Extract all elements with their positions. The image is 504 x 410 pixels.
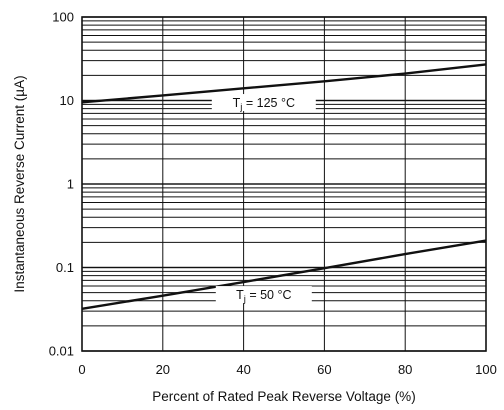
x-tick-label: 80 bbox=[398, 362, 412, 377]
data-series bbox=[81, 63, 487, 311]
series-line-1 bbox=[81, 239, 487, 311]
y-tick-label: 1 bbox=[67, 177, 74, 192]
tick-labels: 0 20 40 60 80 100 0.01 0.1 1 10 100 bbox=[49, 10, 497, 378]
series-label-1: Tj = 50 °C bbox=[236, 288, 291, 305]
series-label-background bbox=[211, 94, 316, 112]
x-tick-label: 40 bbox=[236, 362, 250, 377]
x-tick-label: 60 bbox=[317, 362, 331, 377]
y-axis-title: Instantaneous Reverse Current (µA) bbox=[12, 75, 27, 292]
series-line-0 bbox=[81, 63, 487, 104]
x-axis-title: Percent of Rated Peak Reverse Voltage (%… bbox=[152, 389, 415, 404]
x-tick-label: 100 bbox=[475, 362, 497, 377]
y-tick-label: 10 bbox=[60, 93, 74, 108]
y-tick-label: 0.1 bbox=[56, 260, 74, 275]
x-tick-label: 0 bbox=[78, 362, 85, 377]
series-label-background bbox=[215, 286, 312, 304]
plot-frame bbox=[81, 16, 487, 352]
series-label-0: Tj = 125 °C bbox=[233, 96, 295, 113]
x-tick-label: 20 bbox=[156, 362, 170, 377]
y-tick-label: 0.01 bbox=[49, 344, 74, 359]
plot-border bbox=[81, 16, 487, 352]
series-labels: Tj = 125 °C Tj = 50 °C bbox=[211, 94, 316, 305]
y-tick-label: 100 bbox=[52, 10, 74, 25]
